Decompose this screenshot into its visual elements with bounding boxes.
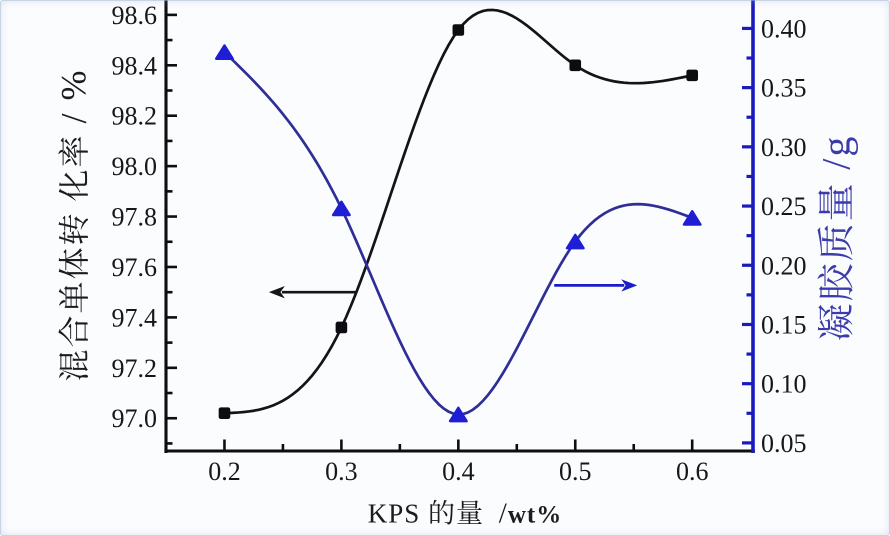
left-tick-label: 98.4 (112, 51, 158, 80)
right-axis-arrow (554, 279, 638, 292)
x-axis-title-text-unit-slash: / (498, 490, 508, 532)
right-axis-title-text-unit-slash: / (804, 156, 862, 170)
left-tick-labels: 97.0 97.2 97.4 97.6 97.8 98.0 98.2 98.4 98.6 (112, 1, 158, 433)
left-axis-title-text-unit-slash: / (45, 111, 97, 124)
conversion-marker (335, 321, 348, 334)
gel-marker (565, 233, 585, 250)
conversion-marker (569, 59, 582, 72)
left-tick-label: 97.2 (112, 354, 158, 383)
left-tick-label: 97.4 (112, 303, 158, 332)
right-tick-label: 0.05 (761, 429, 807, 458)
right-tick-label: 0.25 (761, 192, 807, 221)
left-axis-arrow-head (268, 285, 285, 299)
left-axis-title: 混合单体转 化率 / % (46, 68, 97, 381)
left-axis-ticks (167, 13, 177, 445)
right-tick-label: 0.30 (761, 133, 807, 162)
x-tick-label: 0.2 (208, 457, 241, 486)
conversion-curve (223, 8, 694, 415)
right-tick-labels: 0.05 0.10 0.15 0.20 0.25 0.30 0.35 0.40 (761, 14, 807, 457)
x-axis-title: KPS 的量 /wt% (368, 491, 562, 532)
left-tick-label: 98.2 (112, 102, 158, 131)
gel-curve (223, 50, 694, 416)
x-axis-title-text-name: KPS 的量 (367, 491, 492, 531)
x-axis-title-text: KPS 的量 /wt% (367, 490, 563, 532)
x-tick-label: 0.6 (676, 457, 709, 486)
left-tick-label: 98.0 (112, 152, 158, 181)
gel-marker (682, 210, 702, 226)
x-tick-label: 0.5 (559, 457, 592, 486)
right-axis-title-text-name: 凝胶质量 (805, 169, 861, 342)
right-axis-title-text-unit: g (804, 134, 862, 157)
left-axis-title-text-unit: % (45, 68, 97, 112)
x-tick-label: 0.3 (325, 457, 358, 486)
left-tick-label: 98.6 (112, 1, 158, 30)
gel-series (215, 44, 702, 423)
conversion-marker (218, 407, 231, 419)
left-tick-label: 97.8 (112, 203, 158, 232)
right-axis-title-text: 凝胶质量 /g (804, 134, 862, 342)
right-tick-label: 0.20 (761, 251, 807, 280)
right-axis-ticks (742, 26, 752, 445)
axes (164, 0, 755, 453)
conversion-series (218, 8, 698, 419)
gel-marker (448, 406, 468, 423)
left-axis-title-text-name: 混合单体转 化率 (49, 123, 96, 382)
gel-marker (215, 44, 234, 60)
left-tick-label: 97.0 (112, 404, 158, 433)
left-axis-arrow (268, 285, 357, 299)
right-tick-label: 0.15 (761, 310, 807, 339)
x-tick-label: 0.4 (442, 457, 475, 486)
right-tick-label: 0.10 (761, 370, 807, 399)
right-tick-label: 0.35 (761, 74, 807, 103)
x-axis-ticks (223, 439, 694, 450)
right-tick-label: 0.40 (761, 14, 807, 43)
x-tick-labels: 0.2 0.3 0.4 0.5 0.6 (208, 457, 708, 486)
conversion-marker (686, 69, 698, 82)
right-axis-title: 凝胶质量 /g (805, 135, 862, 342)
right-axis-arrow-head (621, 279, 638, 292)
left-axis-title-text: 混合单体转 化率 / % (46, 68, 97, 382)
x-axis-title-text-unit: wt% (507, 494, 563, 531)
conversion-marker (452, 24, 465, 36)
gel-marker (331, 200, 351, 217)
left-tick-label: 97.6 (112, 253, 158, 282)
